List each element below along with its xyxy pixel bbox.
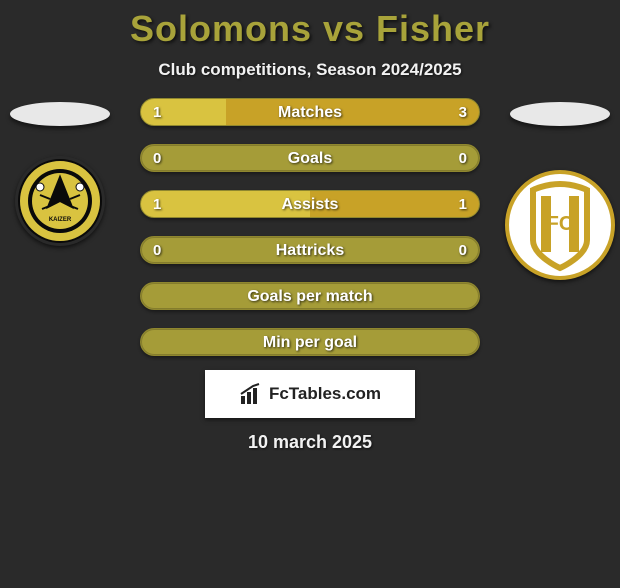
stat-bar-row: Hattricks0 0 [140, 236, 480, 264]
fc-shield-logo-icon: FC [505, 170, 615, 280]
stat-bar-label: Matches [141, 99, 479, 126]
comparison-layout: KAIZER FC Matches13Goals00Assists11Hattr… [0, 98, 620, 356]
stat-bar-row: Matches1 3 [140, 98, 480, 126]
stat-bar-row: Goals per match [140, 282, 480, 310]
stat-bar-label: Assists [141, 191, 479, 218]
stat-bar-value-left: 0 [153, 237, 161, 264]
stat-bar-value-left: 0 [153, 145, 161, 172]
svg-text:FC: FC [547, 213, 574, 235]
kaizer-chiefs-logo-icon: KAIZER [18, 159, 102, 243]
stat-bar-label: Min per goal [141, 329, 479, 356]
stat-bar-row: Min per goal [140, 328, 480, 356]
stat-bar-value-right: 1 [459, 191, 467, 218]
stat-bar-value-right: 3 [459, 99, 467, 126]
club-logo-left: KAIZER [15, 156, 105, 246]
stat-bar-label: Goals per match [141, 283, 479, 310]
fctables-logo-icon [239, 382, 263, 406]
stat-bars: Matches13Goals00Assists11Hattricks00Goal… [140, 98, 480, 356]
stat-bar-row: Goals0 0 [140, 144, 480, 172]
stat-bar-value-left: 1 [153, 99, 161, 126]
stat-bar-value-left: 1 [153, 191, 161, 218]
stat-bar-label: Hattricks [141, 237, 479, 264]
stat-bar-value-right: 0 [459, 145, 467, 172]
footer-brand-text: FcTables.com [269, 384, 381, 404]
page-title: Solomons vs Fisher [0, 8, 620, 50]
subtitle: Club competitions, Season 2024/2025 [0, 60, 620, 80]
player-right-column: FC [500, 98, 620, 280]
date-label: 10 march 2025 [0, 432, 620, 453]
club-logo-right: FC [505, 170, 615, 280]
footer-brand-tag: FcTables.com [205, 370, 415, 418]
player-left-column: KAIZER [0, 98, 120, 246]
stat-bar-label: Goals [141, 145, 479, 172]
stat-bar-row: Assists1 1 [140, 190, 480, 218]
stat-bar-value-right: 0 [459, 237, 467, 264]
svg-text:KAIZER: KAIZER [49, 217, 72, 223]
player-right-shadow [510, 102, 610, 126]
player-left-shadow [10, 102, 110, 126]
